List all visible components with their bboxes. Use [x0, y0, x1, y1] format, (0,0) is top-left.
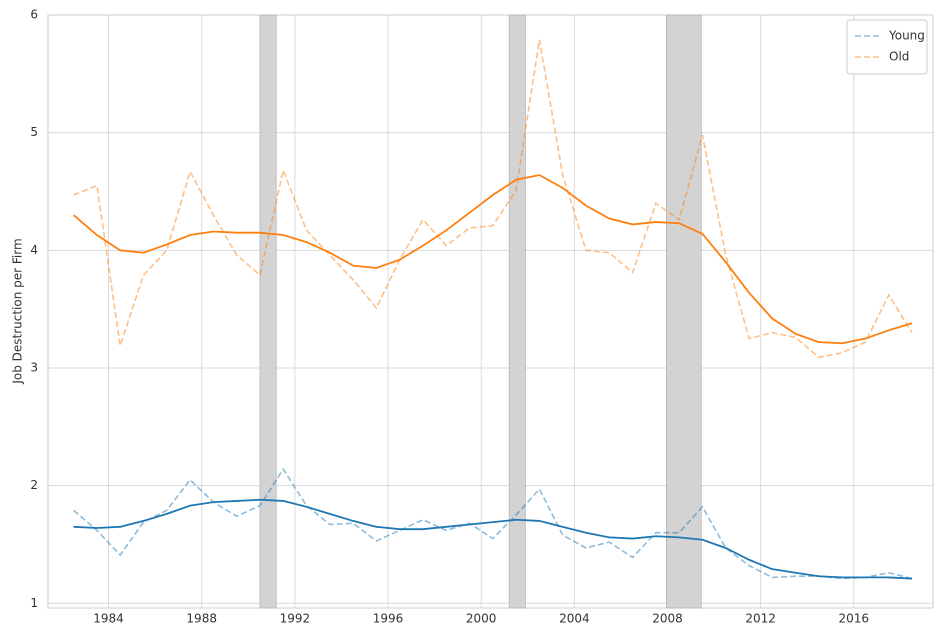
plot-frame	[47, 14, 934, 609]
recession-band	[508, 14, 526, 609]
series-line	[73, 498, 913, 580]
recession-band	[259, 14, 277, 609]
x-tick-label: 1984	[93, 612, 124, 626]
x-tick-label: 2004	[559, 612, 590, 626]
x-tick-label: 1988	[186, 612, 217, 626]
x-tick-label: 2008	[652, 612, 683, 626]
x-tick-label: 1992	[280, 612, 311, 626]
legend-box	[846, 19, 928, 75]
x-tick-label: 2000	[466, 612, 497, 626]
y-tick-label: 1	[30, 596, 38, 610]
y-tick-label: 5	[30, 125, 38, 139]
series-line	[73, 39, 913, 359]
legend-label: Young	[888, 29, 925, 43]
recession-band	[666, 14, 702, 609]
y-tick-label: 6	[30, 8, 38, 22]
y-tick-label: 3	[30, 360, 38, 374]
y-tick-label: 4	[30, 243, 38, 257]
x-tick-label: 1996	[373, 612, 404, 626]
y-axis-label: Job Destruction per Firm	[11, 238, 25, 384]
y-tick-label: 2	[30, 478, 38, 492]
series-line	[73, 174, 913, 345]
x-tick-label: 2016	[839, 612, 870, 626]
legend-label: Old	[889, 50, 909, 64]
x-tick-label: 2012	[745, 612, 776, 626]
